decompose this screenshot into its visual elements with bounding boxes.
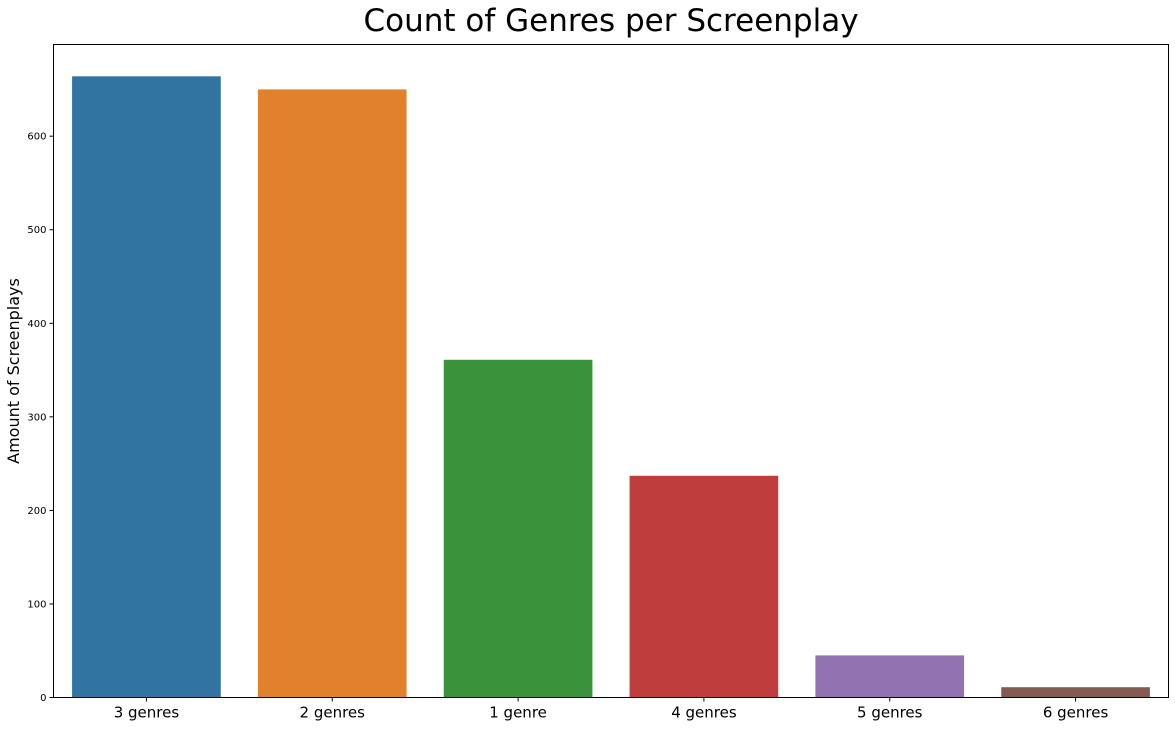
bar-3-genres — [72, 76, 221, 698]
bar-5-genres — [815, 655, 965, 698]
bar-2-genres — [257, 89, 407, 698]
y-axis-label: Amount of Screenplays — [4, 278, 23, 464]
y-axis-ticks: 0 100 200 300 400 500 600 — [27, 132, 54, 704]
x-tick-label: 5 genres — [857, 704, 923, 722]
plot-frame — [53, 44, 1169, 698]
y-tick-label: 500 — [27, 225, 46, 236]
x-tick-label: 1 genre — [489, 704, 547, 722]
x-tick-label: 2 genres — [300, 704, 366, 722]
bars — [72, 76, 1150, 698]
x-axis-ticks: 3 genres 2 genres 1 genre 4 genres 5 genres 6… — [114, 697, 1109, 722]
x-tick-label: 6 genres — [1043, 704, 1109, 722]
y-tick-label: 100 — [27, 599, 46, 610]
y-tick-label: 0 — [40, 693, 46, 704]
y-tick-label: 400 — [27, 319, 46, 330]
bar-6-genres — [1001, 687, 1150, 698]
x-tick-label: 4 genres — [671, 704, 737, 722]
x-tick-label: 3 genres — [114, 704, 180, 722]
bar-4-genres — [629, 475, 779, 698]
bar-1-genre — [443, 359, 593, 698]
y-tick-label: 200 — [27, 506, 46, 517]
y-tick-label: 600 — [27, 132, 46, 143]
y-tick-label: 300 — [27, 412, 46, 423]
chart-title: Count of Genres per Screenplay — [363, 3, 858, 39]
